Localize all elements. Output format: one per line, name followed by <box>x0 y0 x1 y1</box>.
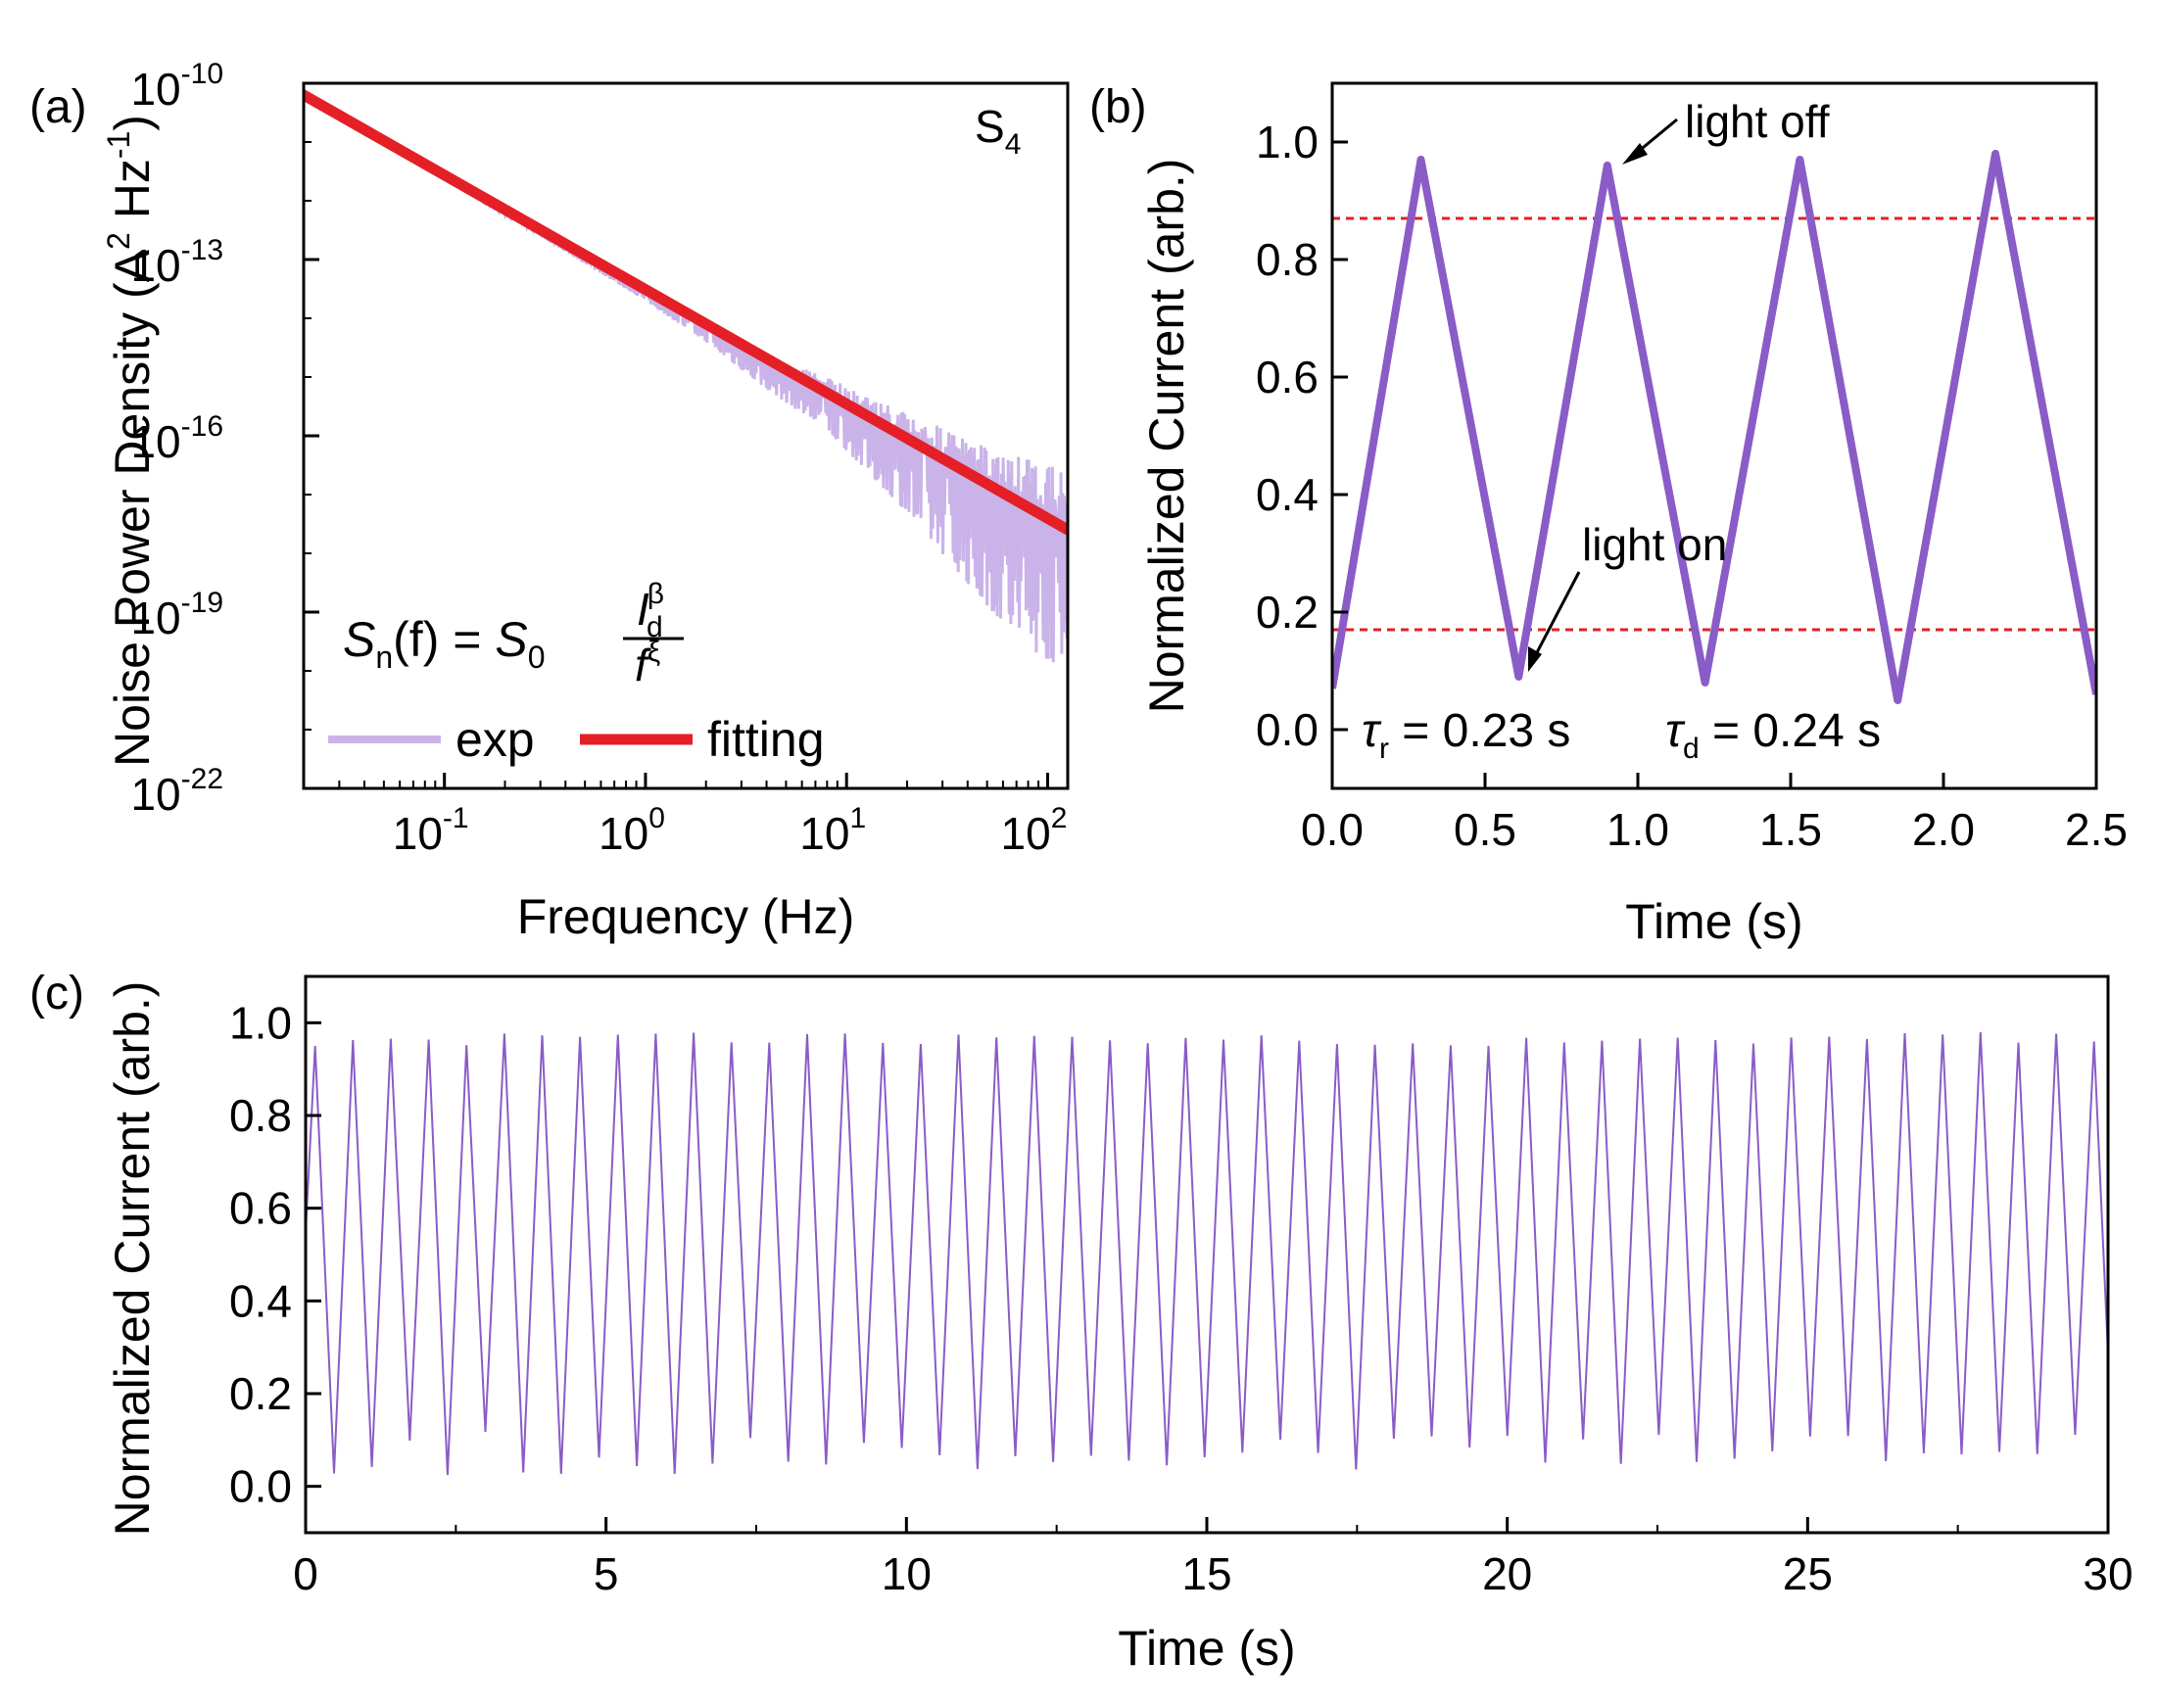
panel-c-x-tick-label: 25 <box>1783 1548 1833 1599</box>
panel-a-x-ticks: 10-1 100 101 102 <box>303 773 1068 859</box>
panel-a-legend: exp fitting <box>328 712 825 767</box>
panel-a-x-tick-label: 10-1 <box>393 802 469 859</box>
legend-exp-label: exp <box>456 712 535 767</box>
panel-b-current-trace <box>1332 150 2096 704</box>
panel-c: (c) 0 5 10 15 20 25 30 0.0 0.2 0.4 0.6 0.8 1.0 Time… <box>29 968 2134 1676</box>
panel-a-x-tick-label: 100 <box>599 802 665 859</box>
panel-c-y-tick-label: 0.4 <box>229 1275 292 1326</box>
panel-b-y-tick-label: 0.2 <box>1256 587 1319 638</box>
panel-b: (b) 0.0 0.5 1.0 1.5 2.0 2.5 0.0 0.2 0.4 0.6 0.8 1.… <box>1089 81 2128 949</box>
panel-c-x-tick-label: 10 <box>882 1548 932 1599</box>
panel-b-reference-lines <box>1332 216 2096 632</box>
panel-c-y-axis-label: Normalized Current (arb.) <box>105 981 160 1537</box>
panel-b-y-tick-label: 0.6 <box>1256 352 1319 403</box>
panel-b-y-tick-label: 0.8 <box>1256 234 1319 285</box>
sample-label: S4 <box>975 101 1021 161</box>
light-on-arrowhead <box>1528 646 1542 672</box>
panel-c-x-tick-label: 5 <box>594 1548 619 1599</box>
panel-a-exp-series <box>304 93 1068 663</box>
noise-formula: Sn(f) = S0 Iβ d fξ <box>343 578 684 690</box>
panel-c-y-tick-label: 1.0 <box>229 997 292 1048</box>
rise-time-label: τr = 0.23 s <box>1362 705 1570 765</box>
panel-c-label: (c) <box>29 968 84 1020</box>
formula-denominator: fξ <box>635 636 660 690</box>
panel-a-y-tick-label: 10-22 <box>130 763 223 820</box>
panel-c-x-tick-label: 0 <box>293 1548 318 1599</box>
panel-a-x-axis-label: Frequency (Hz) <box>517 889 855 944</box>
panel-b-x-tick-label: 2.0 <box>1912 804 1975 855</box>
panel-b-x-ticks: 0.0 0.5 1.0 1.5 2.0 2.5 <box>1301 773 2128 855</box>
panel-a-fit-series <box>304 89 1068 536</box>
panel-c-y-tick-label: 0.8 <box>229 1090 292 1141</box>
panel-c-y-tick-label: 0.2 <box>229 1368 292 1419</box>
panel-b-x-tick-label: 0.0 <box>1301 804 1364 855</box>
fitting-line <box>304 89 1068 536</box>
panel-b-x-tick-label: 1.0 <box>1607 804 1669 855</box>
panel-c-y-ticks: 0.0 0.2 0.4 0.6 0.8 1.0 <box>229 997 321 1512</box>
panel-a-x-tick-label: 101 <box>799 802 866 859</box>
panel-c-x-ticks: 0 5 10 15 20 25 30 <box>293 1517 2134 1599</box>
panel-a-x-tick-label: 102 <box>1001 802 1068 859</box>
panel-a-y-axis-label: Noise Power Density (A2 Hz-1) <box>101 115 160 767</box>
panel-c-x-tick-label: 30 <box>2083 1548 2133 1599</box>
panel-a-label: (a) <box>29 81 87 133</box>
formula-numerator: Iβ d <box>637 578 664 643</box>
panel-a-y-tick-label: 10-10 <box>130 58 223 115</box>
panel-a-y-tick-label: 10-16 <box>130 410 223 467</box>
panel-b-y-tick-label: 0.4 <box>1256 469 1319 520</box>
panel-b-x-axis-label: Time (s) <box>1625 894 1802 949</box>
panel-b-x-tick-label: 0.5 <box>1454 804 1516 855</box>
light-off-annotation: light off <box>1685 96 1830 147</box>
panel-b-x-tick-label: 1.5 <box>1759 804 1822 855</box>
panel-b-y-tick-label: 0.0 <box>1256 704 1319 755</box>
panel-c-x-tick-label: 15 <box>1181 1548 1231 1599</box>
panel-b-y-ticks: 0.0 0.2 0.4 0.6 0.8 1.0 <box>1256 117 1348 755</box>
panel-b-y-axis-label: Normalized Current (arb.) <box>1139 159 1194 714</box>
light-on-arrow <box>1532 571 1581 659</box>
panel-b-plot-frame <box>1330 81 2098 790</box>
panel-c-x-axis-label: Time (s) <box>1118 1621 1295 1676</box>
decay-time-label: τd = 0.24 s <box>1665 705 1881 765</box>
panel-a: (a) 10-1 100 101 102 10-1010-1310-1610-1910… <box>29 58 1070 944</box>
panel-b-x-tick-label: 2.5 <box>2065 804 2128 855</box>
panel-c-plot-frame <box>304 974 2110 1535</box>
panel-c-x-tick-label: 20 <box>1482 1548 1532 1599</box>
panel-c-y-tick-label: 0.6 <box>229 1183 292 1234</box>
panel-b-label: (b) <box>1089 81 1147 133</box>
light-on-annotation: light on <box>1582 519 1727 570</box>
exp-noise-trace <box>304 93 1068 663</box>
light-off-arrowhead <box>1622 143 1648 165</box>
panel-c-current-trace <box>306 1031 2108 1476</box>
panel-b-y-tick-label: 1.0 <box>1256 117 1319 167</box>
panel-a-y-tick-label: 10-19 <box>130 587 223 643</box>
formula-lhs: Sn(f) = S0 <box>343 612 546 675</box>
panel-c-y-tick-label: 0.0 <box>229 1461 292 1512</box>
legend-fitting-label: fitting <box>707 712 825 767</box>
